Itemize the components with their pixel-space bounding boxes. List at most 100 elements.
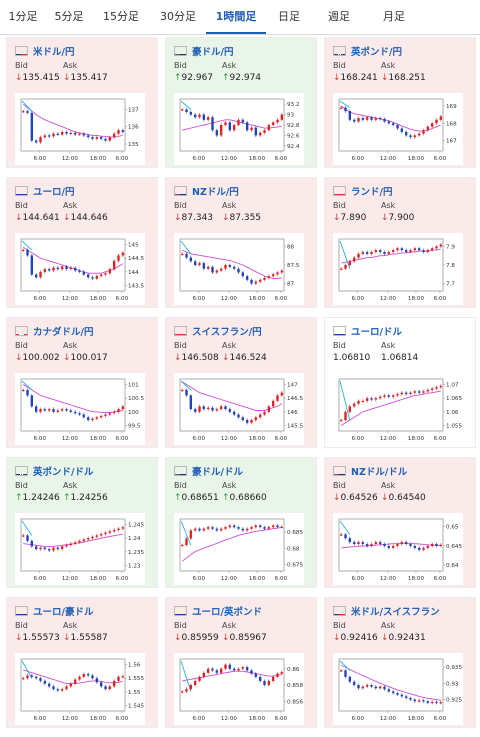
ask-label: Ask [63,621,78,630]
candle-body [271,122,275,125]
y-tick-label: 92.8 [287,123,300,129]
candle-body [387,689,391,692]
candle-body [211,117,214,131]
candlestick-chart[interactable]: 88 87.5 87 6:00 12:00 18:00 6:00 [174,233,304,305]
bid-value: ↓0.85959 [174,633,219,643]
arrow-down-icon: ↓ [174,353,182,363]
tab-timeframe[interactable]: 1分足 [8,10,38,23]
pair-name-link[interactable]: 英ポンド/ドル [33,467,94,478]
candle-body [99,534,103,536]
candle-body [206,117,210,120]
currency-pair-card[interactable]: 米ドル/スイスフラン Bid Ask ↓0.92416 ↓0.92431 0.935 0.9… [324,597,476,728]
currency-pair-card[interactable]: 米ドル/円 Bid Ask ↓135.415 ↓135.417 137 136 135 6:00… [6,37,158,168]
tab-timeframe[interactable]: 15分足 [103,10,139,23]
x-tick-label: 6:00 [116,296,129,302]
pair-name-link[interactable]: ユーロ/ドル [351,327,402,338]
currency-pair-card[interactable]: NZドル/円 Bid Ask ↓87.343 ↓87.355 88 87.5 87 6:00 12… [165,177,317,308]
candle-body [211,668,214,671]
candlestick-chart[interactable]: 1.245 1.24 1.235 1.23 6:00 12:00 18:00 6:00 [15,513,145,585]
currency-pair-card[interactable]: ユーロ/ドル Bid Ask 1.06810 1.06814 1.07 1.065 1.06 1… [324,317,476,448]
bid-label: Bid [333,201,346,210]
x-tick-label: 18:00 [249,156,266,162]
pair-name-link[interactable]: 豪ドル/円 [192,47,234,58]
x-tick-label: 6:00 [192,576,205,582]
bid-label: Bid [174,201,187,210]
currency-pair-card[interactable]: ユーロ/英ポンド Bid Ask ↓0.85959 ↓0.85967 0.86 0.858 0… [165,597,317,728]
candle-body [82,539,86,541]
y-tick-label: 1.065 [446,396,462,402]
currency-pair-card[interactable]: 英ポンド/ドル Bid Ask ↑1.24246 ↑1.24256 1.245 1.24 1.… [6,457,158,588]
pair-name-link[interactable]: NZドル/円 [192,187,239,198]
currency-pair-card[interactable]: カナダドル/円 Bid Ask ↓100.002 ↓100.017 101 100.5 100… [6,317,158,448]
y-tick-label: 0.68 [287,546,300,552]
currency-pair-card[interactable]: ランド/円 Bid Ask ↓7.890 ↓7.900 7.9 7.8 7.7 6:00 12:0… [324,177,476,308]
candlestick-chart[interactable]: 147 146.5 146 145.5 6:00 12:00 18:00 6:00 [174,373,304,445]
flag-icon [333,186,346,196]
tab-timeframe[interactable]: 5分足 [54,10,84,23]
candle-body [422,250,425,252]
candle-body [112,411,116,414]
candle-body [47,683,51,687]
arrow-down-icon: ↓ [333,73,341,83]
arrow-down-icon: ↓ [333,213,341,223]
candle-body [215,409,219,411]
currency-pair-card[interactable]: ユーロ/円 Bid Ask ↓144.641 ↓144.646 145 144.5 144 14… [6,177,158,308]
arrow-up-icon: ↑ [174,73,182,83]
currency-pair-card[interactable]: NZドル/ドル Bid Ask ↓0.64526 ↓0.64540 0.65 0.645 0.… [324,457,476,588]
pair-name-link[interactable]: カナダドル/円 [33,327,94,338]
candle-body [112,680,116,687]
candlestick-chart[interactable]: 1.07 1.065 1.06 1.055 6:00 12:00 18:00 6:00 [333,373,463,445]
candlestick-chart[interactable]: 101 100.5 100 99.5 6:00 12:00 18:00 6:00 [15,373,145,445]
candlestick-chart[interactable]: 0.685 0.68 0.675 6:00 12:00 18:00 6:00 [174,513,304,585]
candlestick-chart[interactable]: 0.935 0.93 0.925 6:00 12:00 18:00 6:00 [333,653,463,725]
candlestick-chart[interactable]: 7.9 7.8 7.7 6:00 12:00 18:00 6:00 [333,233,463,305]
candle-body [180,691,184,693]
candle-body [391,250,395,252]
tab-timeframe[interactable]: 日足 [278,10,300,23]
pair-name-link[interactable]: 英ポンド/円 [351,47,402,58]
candlestick-chart[interactable]: 0.65 0.645 0.64 6:00 12:00 18:00 6:00 [333,513,463,585]
candle-body [271,676,275,681]
currency-pair-card[interactable]: 豪ドル/ドル Bid Ask ↑0.68651 ↑0.68660 0.685 0.68 0.6… [165,457,317,588]
card-header: 英ポンド/ドル [15,464,93,478]
tab-timeframe[interactable]: 30分足 [160,10,196,23]
pair-name-link[interactable]: NZドル/ドル [351,467,408,478]
candle-body [219,268,223,271]
tab-timeframe[interactable]: 月足 [383,10,405,23]
currency-pair-card[interactable]: スイスフラン/円 Bid Ask ↓146.508 ↓146.524 147 146.5 14… [165,317,317,448]
candlestick-chart[interactable]: 137 136 135 6:00 12:00 18:00 6:00 [15,93,145,165]
bid-value: ↓144.641 [15,213,60,223]
candle-body [276,119,279,123]
candle-body [413,545,417,548]
candle-body [180,109,184,111]
candlestick-chart[interactable]: 169 168 167 6:00 12:00 18:00 6:00 [333,93,463,165]
pair-name-link[interactable]: 豪ドル/ドル [192,467,243,478]
y-tick-label: 1.555 [128,676,144,682]
currency-pair-card[interactable]: ユーロ/豪ドル Bid Ask ↓1.55573 ↓1.55587 1.56 1.555 1.… [6,597,158,728]
pair-name-link[interactable]: ユーロ/英ポンド [192,607,262,618]
tab-timeframe[interactable]: 週足 [328,10,350,23]
candlestick-chart[interactable]: 1.56 1.555 1.55 1.545 6:00 12:00 18:00 6:00 [15,653,145,725]
currency-pair-card[interactable]: 豪ドル/円 Bid Ask ↑92.967 ↑92.974 93.2 93 92.8 92.6 9… [165,37,317,168]
currency-pair-card[interactable]: 英ポンド/円 Bid Ask ↓168.241 ↓168.251 169 168 167 6:0… [324,37,476,168]
candle-body [224,406,227,410]
pair-name-link[interactable]: ユーロ/円 [33,187,75,198]
candle-body [387,395,391,397]
candle-body [250,279,253,284]
candle-body [267,527,271,529]
pair-name-link[interactable]: ランド/円 [351,187,393,198]
candlestick-chart[interactable]: 145 144.5 144 143.5 6:00 12:00 18:00 6:00 [15,233,145,305]
pair-name-link[interactable]: 米ドル/スイスフラン [351,607,440,618]
pair-name-link[interactable]: 米ドル/円 [33,47,75,58]
candle-body [422,130,425,134]
candle-body [280,114,284,120]
candlestick-chart[interactable]: 0.86 0.858 0.856 6:00 12:00 18:00 6:00 [174,653,304,725]
x-tick-label: 6:00 [116,576,129,582]
candle-body [219,528,223,531]
candlestick-chart[interactable]: 93.2 93 92.8 92.6 92.4 6:00 12:00 18:00 6:00 [174,93,304,165]
pair-name-link[interactable]: ユーロ/豪ドル [33,607,94,618]
candle-body [99,415,103,418]
pair-name-link[interactable]: スイスフラン/円 [192,327,262,338]
candle-body [417,700,421,702]
tab-timeframe[interactable]: 1時間足 [206,0,266,34]
